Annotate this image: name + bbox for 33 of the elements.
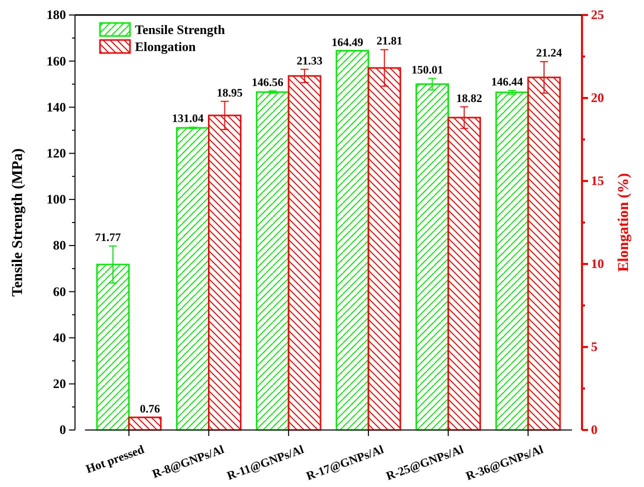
y2-tick-label: 0 — [591, 422, 598, 438]
y-tick-label: 100 — [46, 192, 66, 207]
y-tick-label: 160 — [46, 53, 66, 68]
data-label: 0.76 — [140, 403, 160, 416]
y2-axis-title: Elongation (%) — [616, 173, 632, 272]
y-tick-label: 120 — [46, 145, 66, 160]
y-tick-label: 80 — [53, 238, 66, 253]
bar — [128, 416, 162, 431]
data-label: 21.81 — [376, 36, 403, 48]
data-label: 21.24 — [536, 48, 562, 60]
y2-tick-label: 10 — [591, 256, 604, 272]
legend-label: Elongation — [135, 39, 196, 54]
y-tick-label: 0 — [60, 422, 66, 438]
y-tick-label: 20 — [53, 376, 66, 392]
y-tick-label: 40 — [53, 330, 66, 345]
y2-tick-label: 15 — [591, 173, 604, 188]
y-tick-label: 60 — [53, 284, 66, 299]
y-tick-label: 140 — [46, 99, 66, 114]
y-axis-title: Tensile Strength (MPa) — [10, 148, 26, 297]
y-tick-label: 180 — [46, 7, 66, 22]
data-label: 146.44 — [491, 76, 524, 89]
data-label: 21.33 — [296, 55, 323, 68]
y2-tick-label: 25 — [591, 7, 604, 22]
data-label: 131.04 — [172, 113, 204, 126]
legend-label: Tensile Strength — [135, 22, 226, 37]
data-label: 18.95 — [216, 87, 243, 100]
y2-tick-label: 20 — [591, 90, 604, 106]
data-label: 146.56 — [252, 76, 284, 89]
data-label: 150.01 — [411, 64, 444, 76]
data-label: 18.82 — [456, 92, 482, 105]
data-label: 71.77 — [95, 232, 122, 244]
y2-tick-label: 5 — [591, 339, 598, 354]
data-label: 164.49 — [332, 36, 364, 49]
